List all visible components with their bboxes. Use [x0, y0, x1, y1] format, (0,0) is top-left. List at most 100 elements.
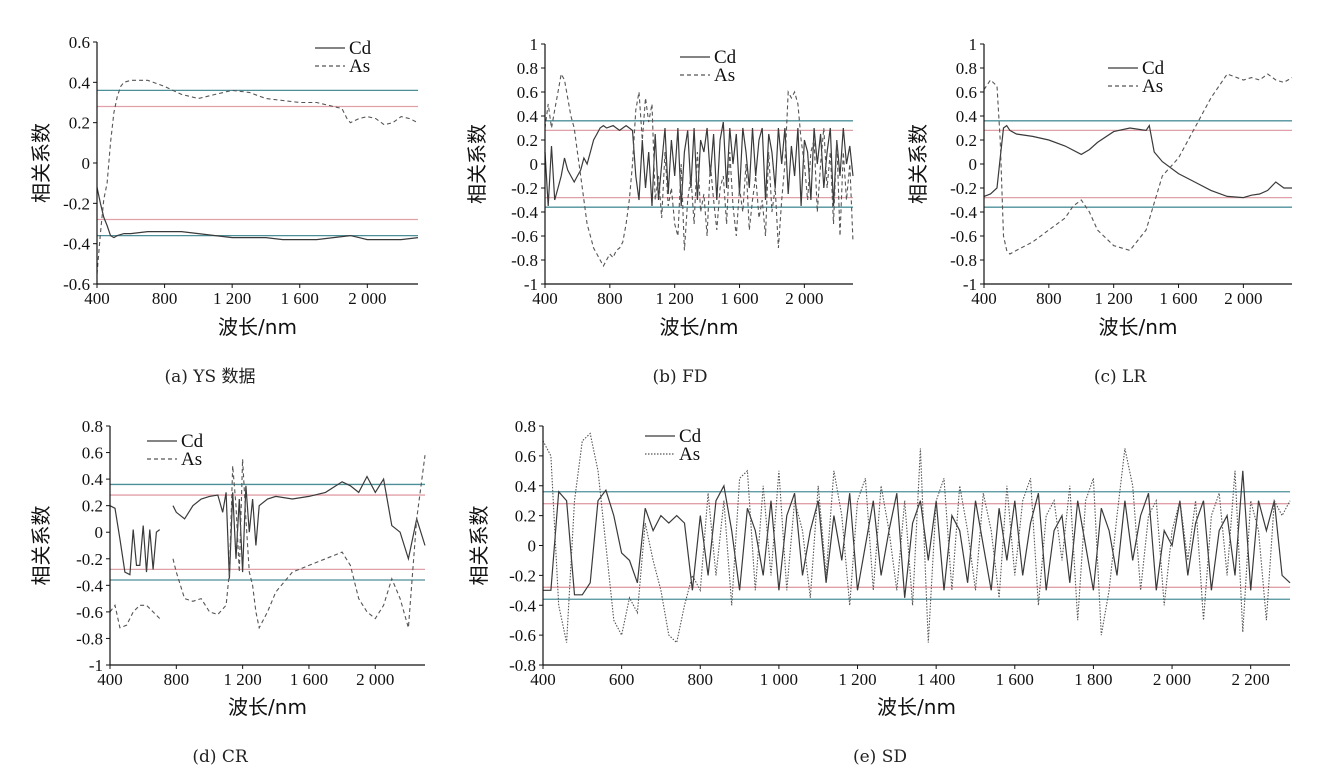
- x-tick-label: 800: [164, 670, 190, 689]
- x-axis-label: 波长/nm: [877, 695, 956, 719]
- x-tick-label: 1 600: [996, 670, 1034, 689]
- y-tick-label: -0.6: [63, 275, 90, 294]
- y-tick-label: 0.2: [517, 131, 538, 150]
- x-tick-label: 400: [97, 670, 123, 689]
- x-tick-label: 1 400: [917, 670, 955, 689]
- y-tick-label: 0.4: [69, 73, 91, 92]
- x-tick-label: 600: [609, 670, 635, 689]
- y-tick-label: -0.8: [76, 629, 103, 648]
- legend-label-cd: Cd: [1142, 58, 1165, 79]
- x-tick-label: 1 800: [1074, 670, 1112, 689]
- panel-caption: (d) CR: [192, 747, 249, 767]
- x-tick-label: 800: [1036, 289, 1062, 308]
- y-tick-label: -0.4: [63, 235, 90, 254]
- x-tick-label: 2 000: [785, 289, 823, 308]
- y-tick-label: 0.6: [69, 33, 90, 52]
- y-tick-label: -0.8: [509, 656, 536, 675]
- x-tick-label: 2 000: [1153, 670, 1191, 689]
- panel-caption: (b) FD: [653, 367, 708, 387]
- y-tick-label: -0.8: [950, 251, 977, 270]
- y-tick-label: -0.4: [511, 203, 538, 222]
- y-tick-label: 0.6: [517, 83, 538, 102]
- x-tick-label: 2 000: [356, 670, 394, 689]
- y-tick-label: 0.2: [82, 497, 103, 516]
- legend-label-cd: Cd: [679, 426, 702, 447]
- y-tick-label: 0.2: [515, 507, 536, 526]
- x-tick-label: 2 000: [348, 289, 386, 308]
- y-tick-label: 0.8: [515, 417, 536, 436]
- y-tick-label: -0.8: [511, 251, 538, 270]
- x-tick-label: 2 200: [1232, 670, 1270, 689]
- x-tick-label: 1 600: [281, 289, 319, 308]
- y-tick-label: -0.4: [76, 576, 103, 595]
- series-line-cd: [544, 121, 854, 207]
- y-axis-label: 相关系数: [29, 506, 53, 586]
- series-line-as: [983, 73, 1293, 255]
- x-axis-label: 波长/nm: [1099, 315, 1178, 339]
- y-tick-label: -0.2: [509, 566, 536, 585]
- y-tick-label: -0.4: [950, 203, 977, 222]
- x-tick-label: 2 000: [1224, 289, 1262, 308]
- x-tick-label: 1 200: [224, 670, 262, 689]
- y-tick-label: -1: [524, 275, 538, 294]
- panel-caption: (e) SD: [853, 747, 907, 767]
- x-tick-label: 1 600: [290, 670, 328, 689]
- y-tick-label: -0.2: [63, 194, 90, 213]
- y-tick-label: -0.2: [76, 550, 103, 569]
- y-tick-label: -0.4: [509, 596, 536, 615]
- x-tick-label: 1 200: [213, 289, 251, 308]
- y-axis-label: 相关系数: [906, 124, 930, 204]
- series-line-as: [542, 432, 1291, 644]
- x-axis-label: 波长/nm: [228, 695, 307, 719]
- y-tick-label: -0.6: [76, 603, 103, 622]
- x-tick-label: 400: [971, 289, 997, 308]
- y-tick-label: 0.8: [517, 59, 538, 78]
- x-axis-label: 波长/nm: [660, 315, 739, 339]
- legend-label-cd: Cd: [349, 38, 372, 59]
- y-tick-label: 0.6: [956, 83, 977, 102]
- y-tick-label: 0: [969, 155, 978, 174]
- y-tick-label: -0.2: [950, 179, 977, 198]
- x-tick-label: 1 600: [720, 289, 758, 308]
- y-tick-label: 1: [969, 35, 978, 54]
- y-tick-label: 0.2: [956, 131, 977, 150]
- x-tick-label: 400: [530, 670, 556, 689]
- panel-caption: (a) YS 数据: [164, 367, 255, 387]
- y-tick-label: 0: [528, 537, 537, 556]
- series-line-cd: [543, 470, 1291, 598]
- y-tick-label: -0.2: [511, 179, 538, 198]
- y-tick-label: 0: [95, 523, 104, 542]
- x-tick-label: 1 600: [1159, 289, 1197, 308]
- legend-label-as: As: [714, 65, 735, 86]
- x-tick-label: 400: [532, 289, 558, 308]
- y-tick-label: 0.4: [956, 107, 978, 126]
- series-line-cd: [96, 187, 419, 241]
- y-tick-label: 0.6: [515, 447, 536, 466]
- x-tick-label: 1 000: [760, 670, 798, 689]
- legend-label-as: As: [181, 449, 202, 470]
- series-line-cd: [109, 475, 426, 579]
- y-tick-label: -1: [963, 275, 977, 294]
- y-tick-label: 0.4: [515, 477, 537, 496]
- y-axis-label: 相关系数: [29, 123, 53, 203]
- y-tick-label: 0.8: [82, 417, 103, 436]
- legend-label-as: As: [1142, 76, 1163, 97]
- y-tick-label: 0.8: [956, 59, 977, 78]
- x-tick-label: 800: [152, 289, 178, 308]
- y-axis-label: 相关系数: [465, 124, 489, 204]
- x-tick-label: 1 200: [838, 670, 876, 689]
- y-tick-label: -0.6: [950, 227, 977, 246]
- x-tick-label: 1 200: [1095, 289, 1133, 308]
- y-tick-label: 0.4: [517, 107, 539, 126]
- y-axis-label: 相关系数: [467, 506, 491, 586]
- panel-caption: (c) LR: [1094, 367, 1147, 387]
- y-tick-label: 0.6: [82, 444, 103, 463]
- legend-label-cd: Cd: [181, 431, 204, 452]
- y-tick-label: 0: [82, 154, 91, 173]
- y-tick-label: 1: [530, 35, 539, 54]
